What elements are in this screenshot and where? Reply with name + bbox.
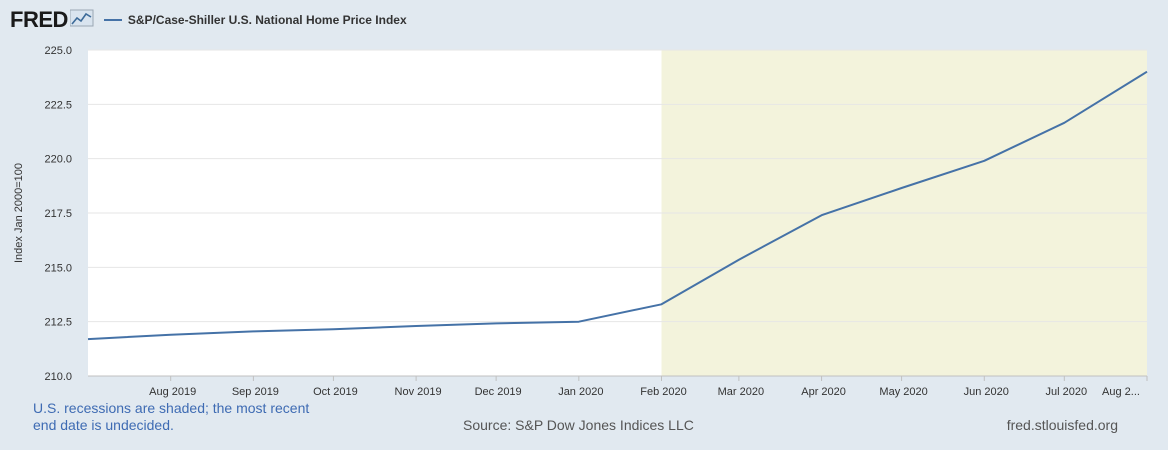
x-tick-label: May 2020 — [879, 386, 927, 398]
x-tick-label: Jul 2020 — [1046, 386, 1088, 398]
y-axis-ticks: 210.0 212.5 215.0 217.5 220.0 222.5 225.0 — [44, 45, 72, 383]
y-axis-label: Index Jan 2000=100 — [13, 163, 25, 263]
series-layer — [87, 70, 1148, 341]
x-tick-label: Nov 2019 — [395, 386, 442, 398]
legend-label: S&P/Case-Shiller U.S. National Home Pric… — [127, 13, 407, 27]
y-tick-label: 217.5 — [44, 208, 72, 220]
chart-legend[interactable]: S&P/Case-Shiller U.S. National Home Pric… — [103, 13, 407, 27]
y-tick-label: 215.0 — [44, 262, 72, 274]
x-tick-label: Mar 2020 — [718, 386, 764, 398]
fred-logo[interactable]: FRED — [10, 7, 68, 32]
chart-area[interactable]: 210.0 212.5 215.0 217.5 220.0 222.5 225.0 Aug … — [0, 0, 1168, 400]
line-chart-icon — [69, 9, 94, 32]
chart-header: FRED S&P/Case-Shiller U.S. National Home… — [10, 7, 407, 32]
site-link[interactable]: fred.stlouisfed.org — [1006, 417, 1118, 433]
y-tick-label: 210.0 — [44, 371, 72, 383]
gridlines — [88, 49, 1147, 377]
x-tick-label: Aug 2019 — [149, 386, 196, 398]
y-tick-label: 220.0 — [44, 154, 72, 166]
x-tick-label: Oct 2019 — [313, 386, 358, 398]
x-tick-label: Apr 2020 — [801, 386, 846, 398]
x-tick-label: Feb 2020 — [640, 386, 686, 398]
x-tick-label: Sep 2019 — [232, 386, 279, 398]
y-tick-label: 222.5 — [44, 99, 72, 111]
y-tick-label: 212.5 — [44, 317, 72, 329]
x-axis-ticks: Aug 2019 Sep 2019 Oct 2019 Nov 2019 Dec 2019… — [149, 376, 1148, 398]
y-tick-label: 225.0 — [44, 45, 72, 57]
recession-note: U.S. recessions are shaded; the most rec… — [33, 400, 310, 433]
x-tick-label: Aug 2... — [1102, 386, 1140, 398]
x-tick-label: Dec 2019 — [475, 386, 522, 398]
legend-swatch — [103, 19, 122, 21]
series-line[interactable] — [87, 70, 1148, 341]
x-tick-label: Jun 2020 — [964, 386, 1009, 398]
x-tick-label: Jan 2020 — [558, 386, 603, 398]
source-credit: Source: S&P Dow Jones Indices LLC — [463, 417, 694, 433]
